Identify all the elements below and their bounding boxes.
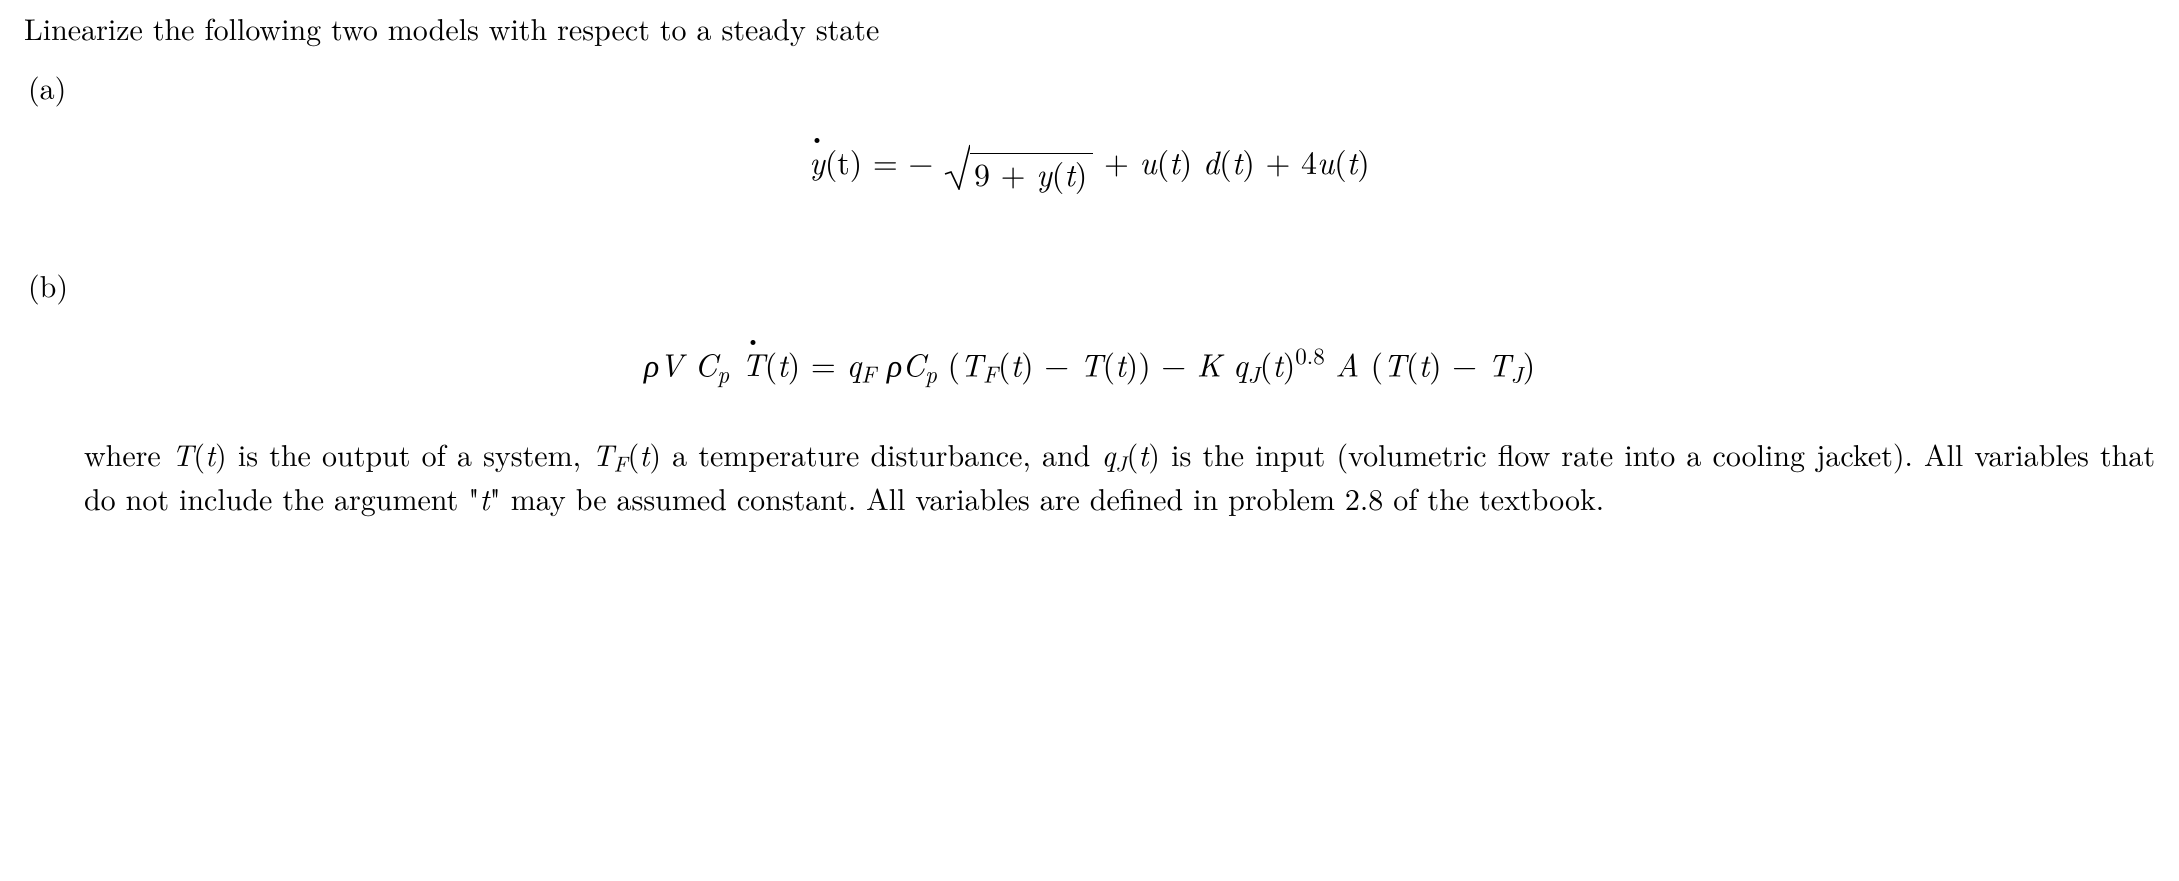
desc-p1: where xyxy=(84,432,172,475)
page: Linearize the following two models with … xyxy=(0,0,2179,881)
eq-a-lhs-arg: (t) xyxy=(825,139,862,184)
qF-sub: F xyxy=(861,356,876,389)
qJ-sub: J xyxy=(1248,356,1260,389)
part-b-description: where T(t) is the output of a system, TF… xyxy=(84,434,2155,519)
TJ-sub: J xyxy=(1511,356,1523,389)
intro-line: Linearize the following two models with … xyxy=(24,8,2155,49)
desc-p5: may be assumed constant. All variables a… xyxy=(501,476,1604,519)
sqrt: 9 + y(t) xyxy=(944,144,1093,190)
desc-p2: is the output of a system, xyxy=(227,432,592,475)
eq-a-eqsign: = xyxy=(862,139,908,184)
part-a-label: (a) xyxy=(28,67,2155,108)
desc-qJ-sub: J xyxy=(1115,448,1126,478)
desc-TF-sub: F xyxy=(614,448,628,478)
cp-sub-1: p xyxy=(717,356,729,389)
TF-sub: F xyxy=(983,356,998,389)
equation-b: ρV Cp T(t) = qF ρCp (TF(t) − T(t)) − K q… xyxy=(644,339,1535,389)
cp-sub-2: p xyxy=(925,356,937,389)
equation-a: y(t) = − 9 + y(t) + u(t) d(t) + 4u(t) xyxy=(809,140,1369,190)
radical-icon xyxy=(944,144,970,190)
desc-quoted-t: " xyxy=(468,476,479,519)
desc-p3: a temperature disturbance, and xyxy=(661,432,1102,475)
eq-a-tail-plus: + xyxy=(1104,139,1140,184)
equation-a-block: y(t) = − 9 + y(t) + u(t) d(t) + 4u(t) xyxy=(24,125,2155,205)
eq-a-minus: − xyxy=(908,139,933,184)
eq-b-dotvar: T xyxy=(742,341,765,386)
exp-08: 0.8 xyxy=(1295,338,1324,371)
eq-b-eqsign: = xyxy=(811,341,847,386)
equation-b-block: ρV Cp T(t) = qF ρCp (TF(t) − T(t)) − K q… xyxy=(24,324,2155,404)
eq-a-lhs-var: y xyxy=(809,139,825,184)
part-b-label: (b) xyxy=(28,265,2155,306)
